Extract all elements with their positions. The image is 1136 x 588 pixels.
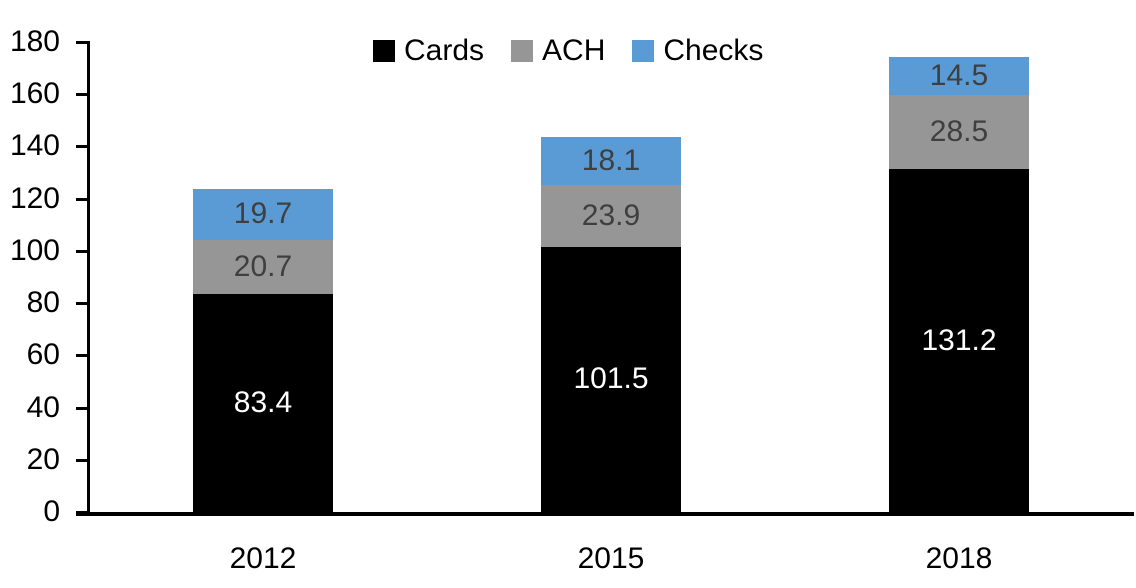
y-tick-mark <box>76 41 87 44</box>
bar-segment-ach-2015: 23.9 <box>541 184 681 247</box>
y-tick-label: 120 <box>9 182 60 215</box>
y-tick-mark <box>76 145 87 148</box>
y-tick-label: 80 <box>26 286 60 319</box>
y-tick-mark <box>76 459 87 462</box>
bar-value-label-checks-2018: 14.5 <box>929 59 989 93</box>
y-tick-label: 180 <box>9 25 60 58</box>
x-axis-line <box>76 512 1134 516</box>
bar-value-label-cards-2018: 131.2 <box>921 323 997 357</box>
y-tick-label: 140 <box>9 129 60 162</box>
y-tick-mark <box>76 250 87 253</box>
x-tick-label-2018: 2018 <box>925 542 993 575</box>
chart-legend: Cards ACH Checks <box>373 35 763 67</box>
bar-segment-ach-2018: 28.5 <box>889 95 1029 170</box>
legend-swatch-ach <box>511 40 534 62</box>
y-tick-mark <box>76 407 87 410</box>
x-tick-label-2015: 2015 <box>577 542 645 575</box>
legend-swatch-cards <box>373 40 395 62</box>
x-tick-label-2012: 2012 <box>229 542 297 575</box>
bar-segment-checks-2012: 19.7 <box>193 188 333 241</box>
y-tick-label: 20 <box>26 443 60 476</box>
legend-label-ach: ACH <box>542 34 606 67</box>
bar-segment-cards-2018: 131.2 <box>889 169 1029 512</box>
y-tick-label: 0 <box>43 495 60 528</box>
bar-value-label-cards-2012: 83.4 <box>233 386 293 420</box>
bar-segment-checks-2018: 14.5 <box>889 57 1029 95</box>
bar-value-label-checks-2012: 19.7 <box>233 197 293 231</box>
legend-label-cards: Cards <box>404 34 485 67</box>
bar-value-label-ach-2015: 23.9 <box>581 198 641 232</box>
bar-value-label-cards-2015: 101.5 <box>573 362 649 396</box>
y-axis-line <box>87 41 90 516</box>
y-tick-mark <box>76 354 87 357</box>
legend-item-ach: ACH <box>511 35 605 67</box>
bar-segment-cards-2015: 101.5 <box>541 246 681 512</box>
bar-segment-checks-2015: 18.1 <box>541 137 681 185</box>
y-tick-mark <box>76 93 87 96</box>
y-tick-label: 160 <box>9 77 60 110</box>
bar-segment-cards-2012: 83.4 <box>193 294 333 512</box>
legend-label-checks: Checks <box>663 34 764 67</box>
bar-value-label-checks-2015: 18.1 <box>581 143 641 177</box>
bar-value-label-ach-2018: 28.5 <box>929 115 989 149</box>
y-tick-mark <box>76 198 87 201</box>
y-tick-label: 60 <box>26 338 60 371</box>
legend-item-cards: Cards <box>373 35 484 67</box>
legend-swatch-checks <box>632 40 655 62</box>
bar-segment-ach-2012: 20.7 <box>193 240 333 295</box>
y-tick-label: 40 <box>26 391 60 424</box>
y-tick-label: 100 <box>9 234 60 267</box>
y-tick-mark <box>76 511 87 514</box>
bar-value-label-ach-2012: 20.7 <box>233 250 293 284</box>
legend-item-checks: Checks <box>632 35 763 67</box>
y-tick-mark <box>76 302 87 305</box>
